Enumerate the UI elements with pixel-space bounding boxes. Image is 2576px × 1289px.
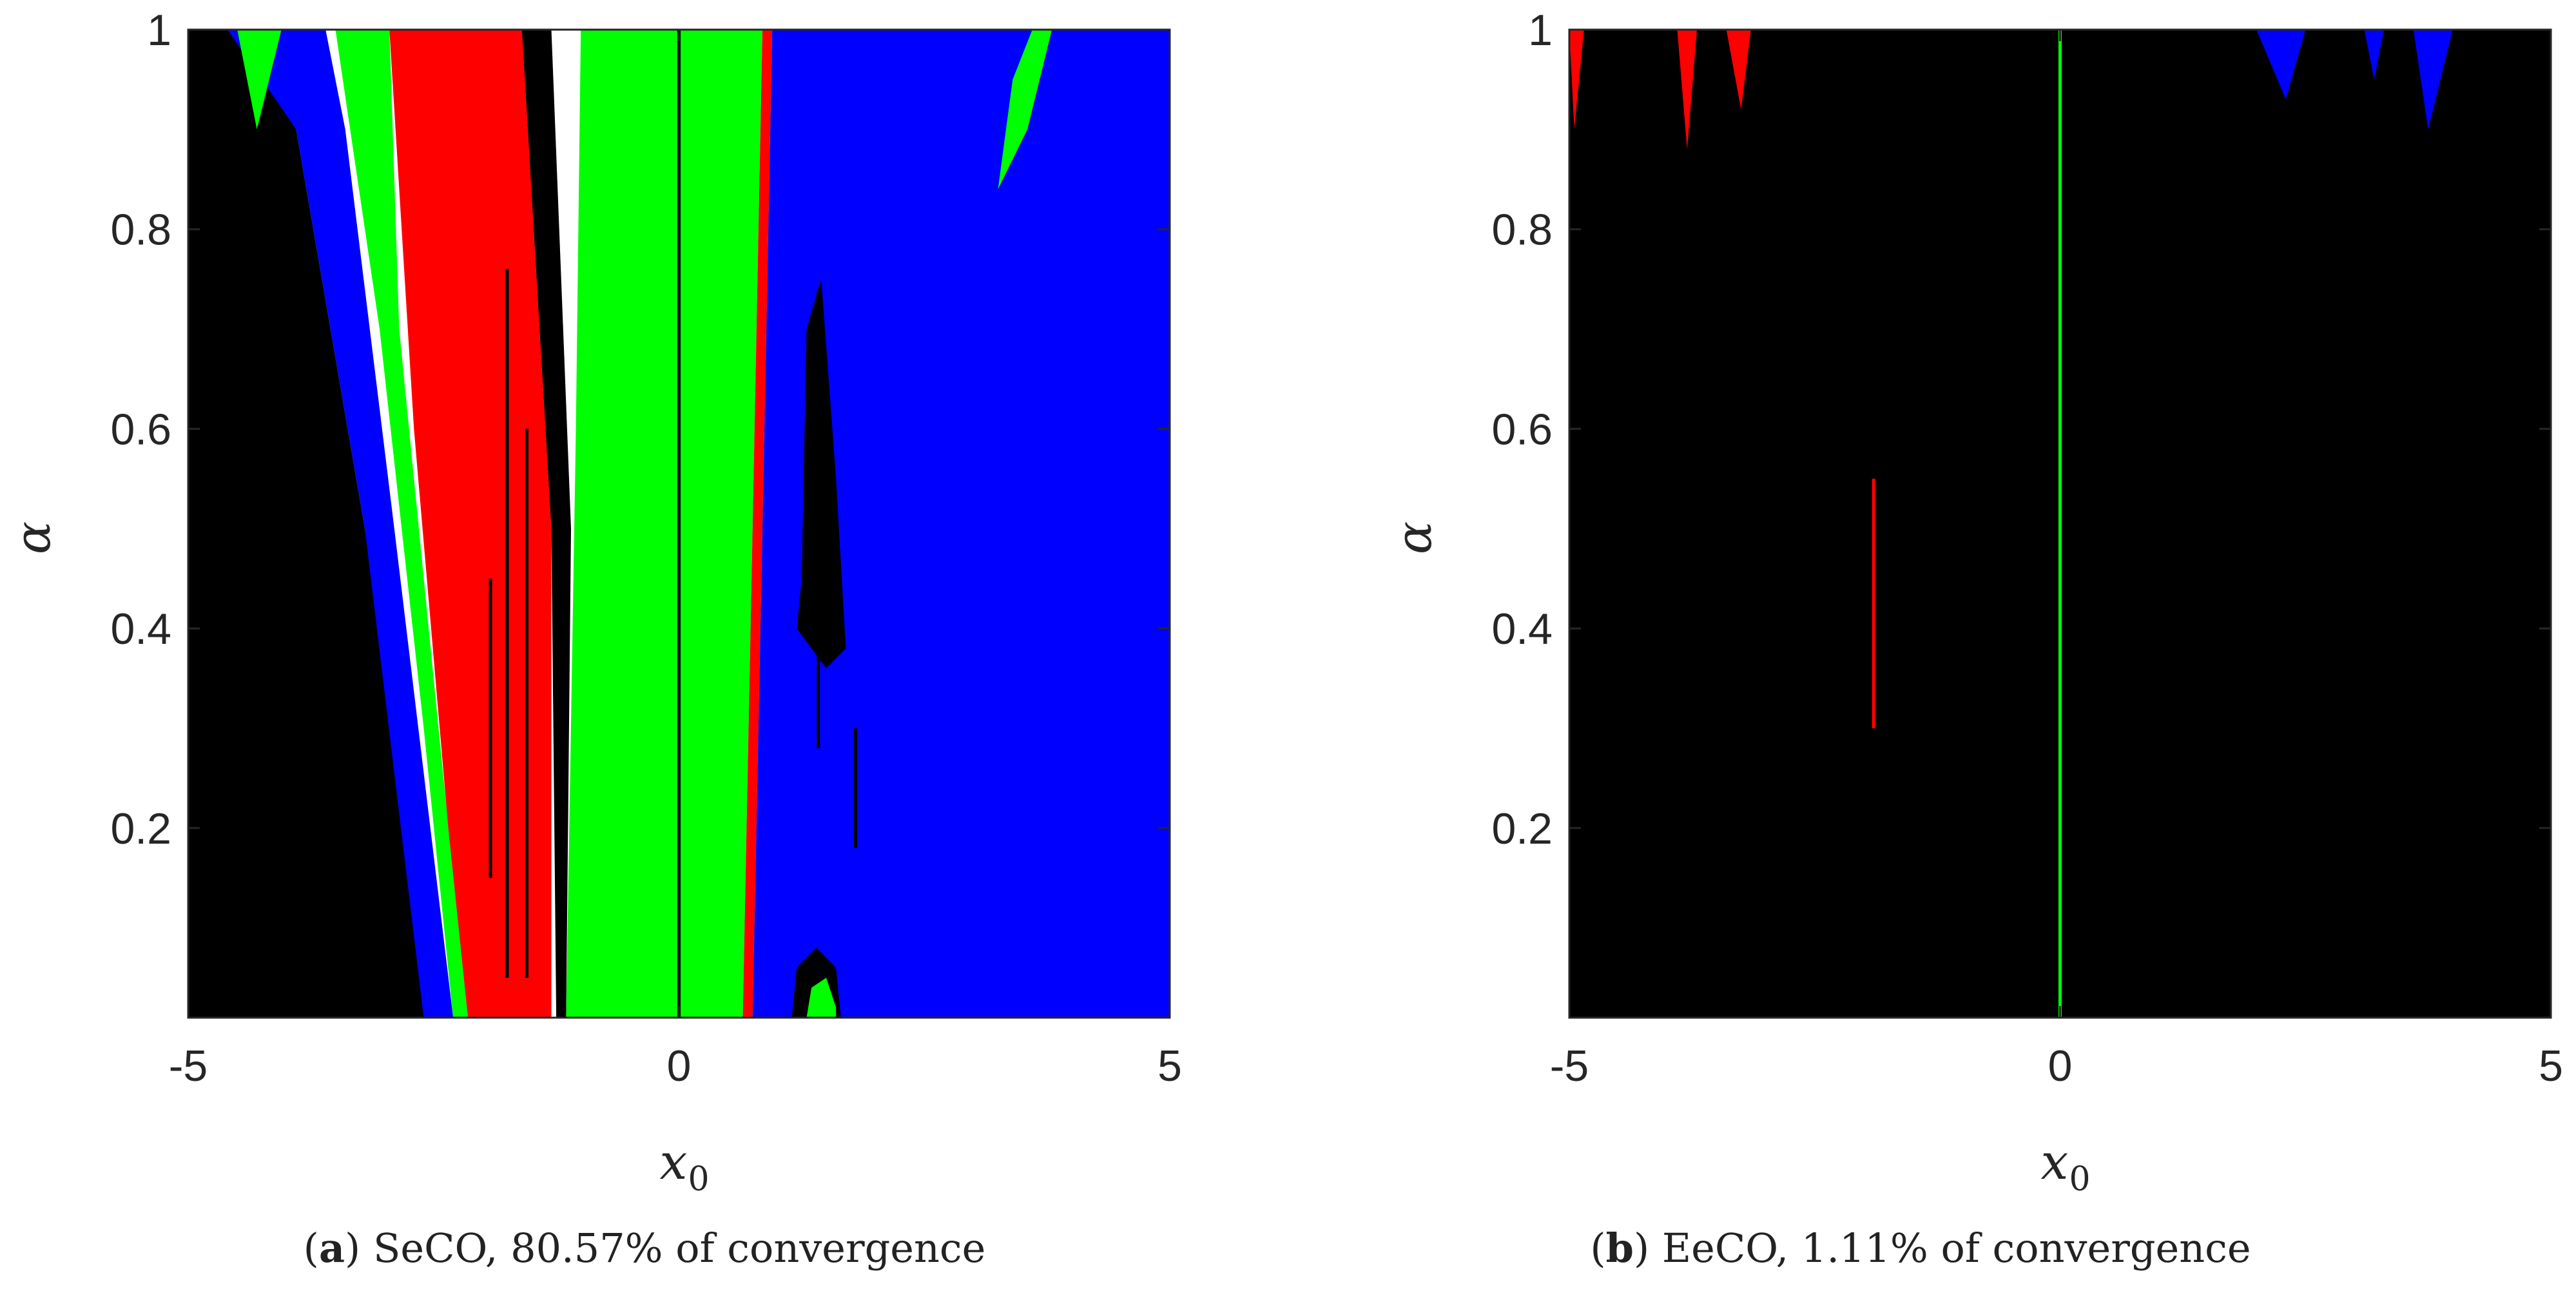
x-tick-label-b-1: 0 — [2048, 1042, 2073, 1090]
region-a-13 — [281, 279, 316, 499]
caption-b-tag: b — [1605, 1225, 1634, 1272]
x-axis-label-sub-b: 0 — [2069, 1160, 2091, 1199]
y-tick-label-a-4: 1 — [147, 6, 171, 55]
x-tick-label-b-0: -5 — [1550, 1042, 1589, 1090]
heatmap-a: -5 0 50.20.40.60.81x 0α — [4, 6, 1182, 1199]
panel-b: -5 0 5 0.2 0.4 0.6 0.8 1 x 0 α (b) EeCO, 1.11% of … — [1379, 0, 2576, 1289]
y-axis-label-b: α — [1385, 521, 1442, 554]
region-b-4 — [2256, 30, 2306, 100]
region-a-3 — [389, 30, 552, 1018]
y-tick-label-b-0: 0.2 — [1491, 804, 1553, 853]
region-b-2 — [1677, 30, 1697, 150]
y-axis-label-a: α — [4, 521, 61, 554]
y-tick-label-a-1: 0.4 — [110, 605, 171, 654]
region-a-12 — [237, 30, 282, 130]
x-axis-label-a: x — [660, 1133, 688, 1190]
caption-a: (a) SeCO, 80.57% of convergence — [303, 1225, 986, 1272]
caption-a-text: SeCO, 80.57% of convergence — [373, 1225, 986, 1272]
region-a-8 — [797, 279, 846, 669]
region-a-10 — [806, 978, 837, 1018]
x-axis-label-b: x — [2041, 1133, 2069, 1190]
caption-a-tag: a — [318, 1225, 345, 1272]
plot-area-a — [188, 30, 1170, 1018]
y-tick-label-a-3: 0.8 — [110, 206, 171, 255]
x-tick-label-a-0: -5 — [169, 1042, 208, 1090]
region-a-6 — [742, 30, 773, 1018]
region-a-5 — [566, 30, 762, 1018]
region-a-4 — [521, 30, 571, 1018]
y-tick-label-b-2: 0.6 — [1491, 405, 1553, 454]
heatmap-b: -5 0 50.20.40.60.81x 0α — [1385, 6, 2563, 1199]
x-axis-label-sub-a: 0 — [688, 1160, 710, 1199]
y-tick-label-a-0: 0.2 — [110, 804, 171, 853]
y-tick-label-b-4: 1 — [1528, 6, 1553, 55]
caption-b: (b) EeCO, 1.11% of convergence — [1590, 1225, 2251, 1272]
x-tick-label-a-1: 0 — [667, 1042, 692, 1090]
region-b-3 — [1726, 30, 1751, 110]
x-tick-label-b-2: 5 — [2539, 1042, 2563, 1090]
plot-area-b — [1569, 30, 2551, 1018]
region-b-6 — [2364, 30, 2385, 80]
region-a-2 — [335, 30, 469, 1018]
panel-a: -5 0 5 0.2 0.4 0.6 0.8 1 x 0 α (a) SeCO, 80.57% of… — [4, 6, 1182, 1272]
y-tick-label-b-3: 0.8 — [1491, 206, 1553, 255]
region-a-0 — [188, 30, 439, 1018]
y-tick-label-a-2: 0.6 — [110, 405, 171, 454]
region-a-1 — [227, 30, 454, 1018]
x-tick-label-a-2: 5 — [1157, 1042, 1182, 1090]
y-tick-label-b-1: 0.4 — [1491, 605, 1553, 654]
caption-b-text: EeCO, 1.11% of convergence — [1661, 1225, 2251, 1272]
region-a-11 — [998, 30, 1052, 189]
region-b-5 — [2413, 30, 2453, 130]
